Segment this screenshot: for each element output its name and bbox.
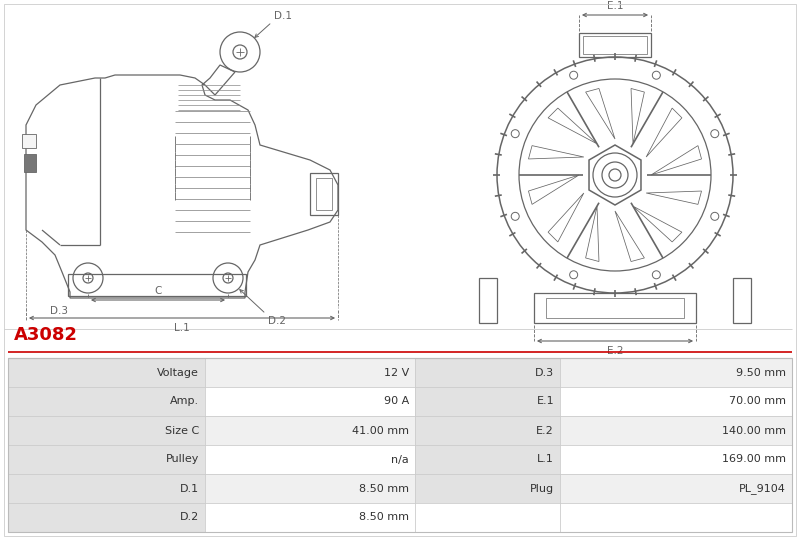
Bar xyxy=(415,445,560,474)
Text: L.1: L.1 xyxy=(174,323,190,333)
Bar xyxy=(8,474,792,503)
Bar xyxy=(415,416,560,445)
Text: E.1: E.1 xyxy=(536,396,554,407)
Text: n/a: n/a xyxy=(391,455,409,464)
Bar xyxy=(415,387,560,416)
Bar xyxy=(8,503,792,532)
Bar xyxy=(546,298,684,318)
Text: D.2: D.2 xyxy=(180,512,199,523)
Text: 12 V: 12 V xyxy=(384,368,409,377)
Text: E.1: E.1 xyxy=(606,1,623,11)
Text: 41.00 mm: 41.00 mm xyxy=(352,426,409,435)
Text: A3082: A3082 xyxy=(14,326,78,344)
Bar xyxy=(8,503,205,532)
Text: 70.00 mm: 70.00 mm xyxy=(729,396,786,407)
Text: D.3: D.3 xyxy=(535,368,554,377)
Text: 90 A: 90 A xyxy=(384,396,409,407)
Bar xyxy=(579,33,651,57)
Text: D.1: D.1 xyxy=(274,11,292,21)
Bar xyxy=(8,387,205,416)
Text: D.3: D.3 xyxy=(50,306,68,316)
Bar xyxy=(8,416,792,445)
Text: E.2: E.2 xyxy=(606,346,623,356)
Text: Size C: Size C xyxy=(165,426,199,435)
Text: Voltage: Voltage xyxy=(157,368,199,377)
Bar xyxy=(22,134,36,148)
Bar xyxy=(479,278,497,323)
Text: 169.00 mm: 169.00 mm xyxy=(722,455,786,464)
Bar xyxy=(415,358,560,387)
Text: L.1: L.1 xyxy=(537,455,554,464)
Bar xyxy=(733,278,751,323)
Bar xyxy=(415,474,560,503)
Text: 8.50 mm: 8.50 mm xyxy=(359,483,409,494)
Bar xyxy=(534,293,696,323)
Text: Pulley: Pulley xyxy=(166,455,199,464)
Bar xyxy=(8,445,792,474)
Bar xyxy=(24,154,36,172)
Bar xyxy=(8,358,792,387)
Bar xyxy=(316,178,332,210)
Text: E.2: E.2 xyxy=(536,426,554,435)
Bar xyxy=(8,358,792,532)
Text: D.2: D.2 xyxy=(268,316,286,326)
Bar xyxy=(8,387,792,416)
Text: Amp.: Amp. xyxy=(170,396,199,407)
Bar xyxy=(8,416,205,445)
Bar xyxy=(8,445,205,474)
Bar xyxy=(8,474,205,503)
Text: D.1: D.1 xyxy=(180,483,199,494)
Text: Plug: Plug xyxy=(530,483,554,494)
Text: 9.50 mm: 9.50 mm xyxy=(736,368,786,377)
Text: PL_9104: PL_9104 xyxy=(739,483,786,494)
Text: 8.50 mm: 8.50 mm xyxy=(359,512,409,523)
Bar xyxy=(68,274,246,296)
Bar xyxy=(310,173,338,215)
Text: 140.00 mm: 140.00 mm xyxy=(722,426,786,435)
Bar xyxy=(8,358,205,387)
Bar xyxy=(583,36,647,54)
Text: C: C xyxy=(154,286,162,296)
